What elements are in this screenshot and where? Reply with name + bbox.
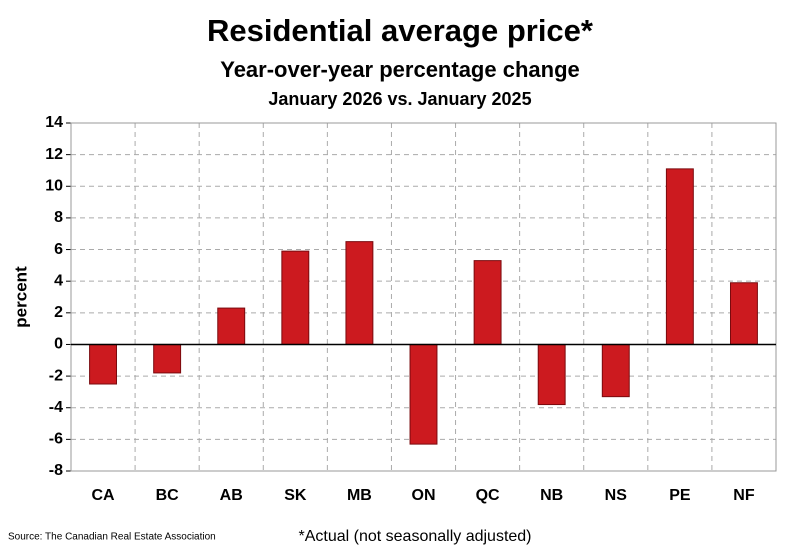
x-tick-label: SK: [284, 487, 307, 504]
chart-period: January 2026 vs. January 2025: [268, 89, 531, 109]
y-tick-label: 0: [54, 336, 63, 353]
x-tick-label: NB: [540, 487, 563, 504]
x-tick-label: NF: [733, 487, 755, 504]
y-tick-label: -2: [49, 367, 63, 384]
bar: [729, 282, 758, 345]
bar: [665, 168, 694, 345]
source-note: Source: The Canadian Real Estate Associa…: [8, 532, 216, 543]
bar: [217, 307, 246, 345]
x-tick-label: MB: [347, 487, 372, 504]
footnote: *Actual (not seasonally adjusted): [298, 528, 531, 545]
bar: [409, 343, 438, 445]
y-tick-label: 2: [54, 304, 63, 321]
y-tick-label: -8: [49, 462, 63, 479]
bar: [345, 241, 374, 345]
y-tick-label: 12: [45, 146, 63, 163]
bar: [281, 250, 310, 345]
y-axis-label: percent: [11, 266, 30, 328]
y-tick-label: 6: [54, 241, 63, 258]
y-tick-label: -6: [49, 431, 63, 448]
x-tick-label: AB: [220, 487, 243, 504]
x-tick-label: CA: [91, 487, 115, 504]
y-tick-label: 4: [54, 272, 63, 289]
y-tick-label: 14: [45, 114, 63, 131]
x-tick-label: ON: [412, 487, 436, 504]
bar: [601, 343, 630, 398]
chart-title: Residential average price*: [207, 13, 594, 48]
x-tick-label: PE: [669, 487, 691, 504]
y-tick-label: 8: [54, 209, 63, 226]
y-tick-label: -4: [49, 399, 63, 416]
bar: [153, 343, 182, 374]
x-tick-label: BC: [156, 487, 180, 504]
x-tick-label: NS: [605, 487, 628, 504]
y-tick-label: 10: [45, 177, 63, 194]
bar: [89, 343, 118, 385]
chart-subtitle: Year-over-year percentage change: [220, 57, 580, 82]
plot-border: [70, 122, 777, 472]
bar: [473, 260, 502, 345]
x-tick-label: QC: [476, 487, 500, 504]
bar: [537, 343, 566, 406]
